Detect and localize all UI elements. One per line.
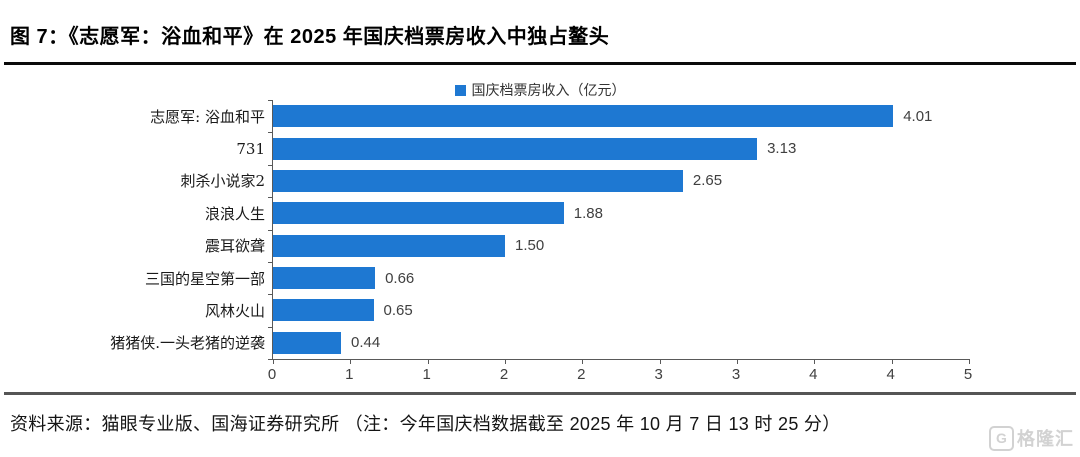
bar xyxy=(273,169,683,192)
bar xyxy=(273,202,564,225)
y-axis-tick xyxy=(268,359,273,360)
x-axis-tick xyxy=(814,359,816,364)
y-axis-tick xyxy=(268,326,273,328)
bar-row: 0.65 xyxy=(273,294,969,326)
legend-swatch-icon xyxy=(454,84,466,96)
watermark-label: 格隆汇 xyxy=(1017,429,1074,449)
bar-row: 3.13 xyxy=(273,132,969,164)
x-axis-tick-label: 5 xyxy=(963,366,973,383)
bar-value-label: 2.65 xyxy=(692,172,723,190)
bar xyxy=(273,234,505,257)
x-axis-tick-label: 1 xyxy=(422,366,431,383)
x-axis-tick-label: 4 xyxy=(886,366,895,383)
bar-rows: 4.01 3.13 2.65 1.88 1.50 0.66 0.65 xyxy=(273,100,969,359)
bar-row: 2.65 xyxy=(273,165,969,197)
category-axis-labels: 志愿军: 浴血和平 731 刺杀小说家2 浪浪人生震耳欲聋三国的星空第一部风林火山猪猪… xyxy=(0,100,265,359)
y-axis-tick xyxy=(268,164,273,166)
bar xyxy=(273,331,342,354)
category-label: 浪浪人生 xyxy=(204,204,265,223)
category-label: 三国的星空第一部 xyxy=(144,269,265,288)
category-label: 刺杀小说家2 xyxy=(180,172,265,191)
x-axis-tick xyxy=(659,359,661,364)
x-axis-tick-label: 0 xyxy=(267,366,277,383)
x-axis-tick xyxy=(969,359,970,364)
x-axis-tick xyxy=(273,359,274,364)
category-label: 猪猪侠.一头老猪的逆袭 xyxy=(110,334,265,353)
x-axis-tick xyxy=(582,359,584,364)
y-axis-tick xyxy=(268,132,273,134)
bar xyxy=(273,137,758,160)
bar xyxy=(273,299,374,322)
bar-row: 1.88 xyxy=(273,197,969,229)
x-axis-tick xyxy=(891,359,893,364)
bar-row: 0.66 xyxy=(273,262,969,294)
y-axis-tick xyxy=(268,294,273,296)
figure-title: 图 7：《志愿军：浴血和平》在 2025 年国庆档票房收入中独占鳌头 xyxy=(10,26,610,48)
category-label: 震耳欲聋 xyxy=(204,237,265,256)
y-axis-tick xyxy=(268,229,273,231)
watermark-logo-icon: G xyxy=(989,425,1014,451)
watermark: G 格隆汇 xyxy=(989,425,1074,451)
x-axis-tick-label: 4 xyxy=(809,366,818,383)
bar-row: 4.01 xyxy=(273,100,969,132)
plot-area: 4.01 3.13 2.65 1.88 1.50 0.66 0.65 xyxy=(268,100,970,364)
legend-label: 国庆档票房收入（亿元） xyxy=(471,83,626,99)
bar-row: 0.44 xyxy=(273,327,969,359)
category-label: 志愿军: 浴血和平 xyxy=(150,107,265,126)
bar-value-label: 0.66 xyxy=(385,269,415,287)
chart-legend: 国庆档票房收入（亿元） xyxy=(0,80,1080,100)
x-axis-tick xyxy=(737,359,738,364)
x-axis-tick xyxy=(350,359,352,364)
source-note: 资料来源：猫眼专业版、国海证券研究所 （注：今年国庆档数据截至 2025 年 1… xyxy=(10,414,841,434)
x-axis-labels: 0 1 1 2 2 3 3 4 4 5 xyxy=(268,366,972,386)
x-axis-tick-label: 3 xyxy=(731,366,741,383)
bar-value-label: 0.65 xyxy=(383,301,413,319)
bar-row: 1.50 xyxy=(273,230,969,262)
x-axis-tick-label: 3 xyxy=(654,366,663,383)
title-divider xyxy=(4,62,1076,65)
bar-value-label: 1.50 xyxy=(515,237,545,255)
x-axis-tick xyxy=(505,359,506,364)
bar-value-label: 0.44 xyxy=(351,334,381,352)
bar-value-label: 3.13 xyxy=(767,140,797,158)
footer-divider xyxy=(4,392,1076,395)
category-label: 风林火山 xyxy=(204,301,265,320)
x-axis-tick-label: 2 xyxy=(499,366,509,383)
x-axis-tick-label: 2 xyxy=(577,366,586,383)
x-axis-tick-label: 1 xyxy=(345,366,354,383)
bar xyxy=(273,105,894,128)
y-axis-tick xyxy=(268,261,273,263)
bar-value-label: 1.88 xyxy=(573,204,603,222)
y-axis-tick xyxy=(268,100,273,101)
x-axis-tick xyxy=(427,359,429,364)
bar xyxy=(273,267,376,290)
bar-value-label: 4.01 xyxy=(903,107,933,125)
y-axis-tick xyxy=(268,197,273,199)
category-label: 731 xyxy=(236,139,265,158)
